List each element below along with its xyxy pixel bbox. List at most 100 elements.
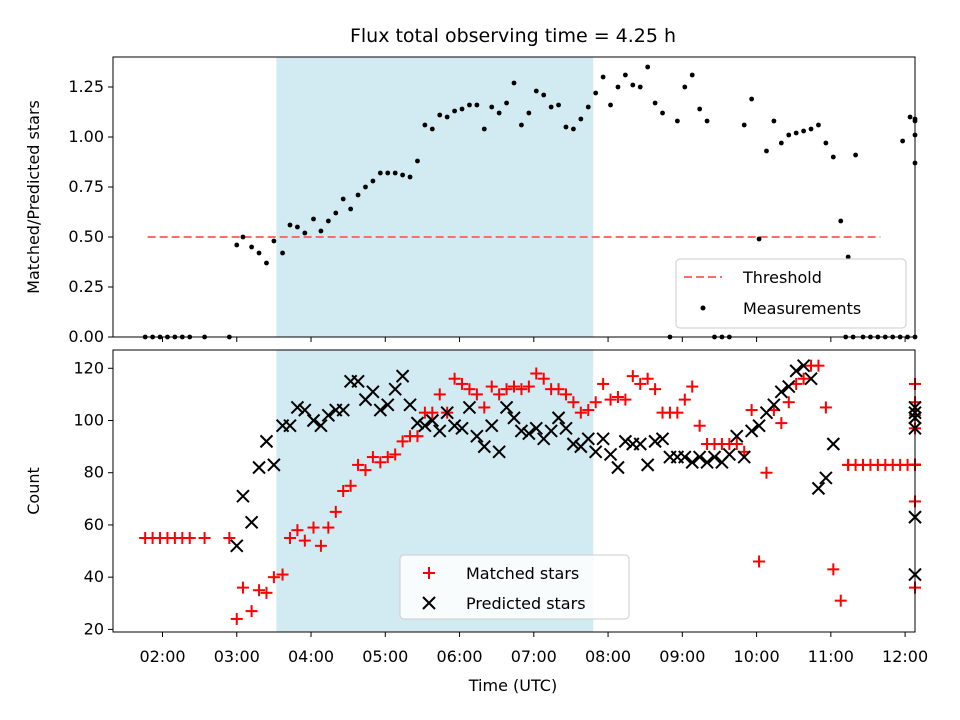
measurements-point xyxy=(741,122,747,128)
measurements-point xyxy=(630,82,636,88)
predicted-stars-point xyxy=(244,515,259,530)
measurements-point xyxy=(764,148,769,154)
measurements-point xyxy=(459,106,465,112)
predicted-stars-point xyxy=(655,432,670,446)
measurements-point xyxy=(452,108,457,114)
measurements-point xyxy=(249,244,255,250)
measurements-point xyxy=(541,92,547,98)
measurements-point xyxy=(600,74,606,80)
measurements-point xyxy=(907,114,913,120)
measurements-point xyxy=(370,178,376,184)
predicted-stars-point xyxy=(259,434,274,449)
matched-stars-point xyxy=(389,448,402,461)
matched-stars-point xyxy=(485,380,498,393)
predicted-stars-point xyxy=(267,458,281,472)
predicted-stars-point xyxy=(544,424,558,438)
matched-stars-point xyxy=(649,383,662,396)
measurements-point xyxy=(778,140,784,146)
measurements-point xyxy=(437,112,443,118)
matched-stars-point xyxy=(267,571,280,584)
predicted-stars-point xyxy=(611,460,625,475)
predicted-stars-point xyxy=(507,411,521,425)
measurements-point xyxy=(407,174,413,180)
matched-legend-marker xyxy=(423,567,435,579)
predicted-stars-point xyxy=(722,447,737,462)
predicted-stars-point xyxy=(455,421,469,436)
matched-stars-point xyxy=(381,451,394,464)
measurements-point xyxy=(481,126,487,132)
matched-stars-point xyxy=(515,383,528,396)
measurements-point xyxy=(622,72,628,78)
predicted-stars-point xyxy=(418,419,432,433)
matched-stars-point xyxy=(291,524,304,537)
measurements-point xyxy=(615,84,621,90)
predicted-stars-point xyxy=(707,450,722,464)
predicted-stars-point xyxy=(700,455,714,469)
x-tick-label: 09:00 xyxy=(659,647,705,666)
predicted-stars-point xyxy=(514,424,529,438)
ratio-legend: Threshold Measurements xyxy=(675,258,907,329)
measurements-point xyxy=(563,124,569,130)
measurements-point xyxy=(697,106,703,112)
x-tick-label: 02:00 xyxy=(139,647,185,666)
measurements-point xyxy=(467,102,472,108)
x-tick-label: 11:00 xyxy=(808,647,854,666)
ratio-x-ticks xyxy=(162,337,906,342)
predicted-stars-point xyxy=(470,429,484,443)
measurements-point xyxy=(900,138,906,144)
matched-stars-point xyxy=(753,555,766,568)
measurements-point xyxy=(271,238,277,244)
measurement-points xyxy=(142,64,918,340)
y-tick-label: 60 xyxy=(84,515,104,534)
predicted-stars-point xyxy=(752,419,766,433)
matched-stars-point xyxy=(298,534,311,547)
predicted-stars-point xyxy=(782,379,796,394)
predicted-stars-point xyxy=(492,445,506,459)
measurements-point xyxy=(511,80,517,86)
matched-stars-point xyxy=(582,404,595,417)
predicted-stars-point xyxy=(336,403,350,417)
predicted-legend-marker xyxy=(422,596,436,610)
count-panel-frame xyxy=(112,349,916,633)
predicted-stars-point xyxy=(581,432,595,446)
matched-stars-point xyxy=(641,372,654,385)
matched-stars-point xyxy=(307,521,320,534)
predicted-stars-point xyxy=(767,398,781,412)
predicted-stars-point xyxy=(678,450,692,464)
matched-stars-point xyxy=(396,435,409,448)
y-tick-label: 20 xyxy=(84,619,104,638)
matched-stars-point xyxy=(253,584,266,597)
predicted-stars-point xyxy=(477,439,492,454)
matched-stars-point xyxy=(508,380,520,393)
measurements-point xyxy=(489,104,495,110)
matched-stars-point xyxy=(470,388,483,401)
y-tick-label: 0.00 xyxy=(68,327,104,346)
measurements-point xyxy=(674,118,680,124)
measurements-point xyxy=(608,102,613,108)
matched-stars-point xyxy=(198,532,211,544)
y-tick-label: 100 xyxy=(73,411,104,430)
measurements-point xyxy=(340,196,346,202)
matched-stars-point xyxy=(611,391,624,403)
matched-stars-point xyxy=(314,539,327,552)
matched-stars-point xyxy=(366,451,379,464)
matched-stars-point xyxy=(574,406,587,419)
count-legend-box xyxy=(399,554,630,620)
matched-stars-point xyxy=(236,581,249,594)
matched-stars-point xyxy=(812,359,825,372)
predicted-stars-point xyxy=(290,400,305,415)
predicted-stars-point xyxy=(819,471,833,485)
y-tick-label: 1.00 xyxy=(68,127,104,146)
matched-stars-point xyxy=(374,456,387,469)
predicted-stars-point xyxy=(462,400,477,415)
predicted-stars-point xyxy=(381,398,395,412)
matched-stars-point xyxy=(686,380,699,393)
ratio-panel: 0.00 0.25 0.50 0.75 1.00 1.25 Matched/Predict… xyxy=(24,56,918,346)
matched-stars-point xyxy=(478,401,491,414)
matched-stars-point xyxy=(276,568,289,581)
measurements-point xyxy=(422,122,428,128)
matched-stars-point xyxy=(834,594,847,607)
y-tick-label: 0.25 xyxy=(68,277,104,296)
predicted-stars-point xyxy=(298,403,312,417)
measurements-point xyxy=(504,100,509,106)
